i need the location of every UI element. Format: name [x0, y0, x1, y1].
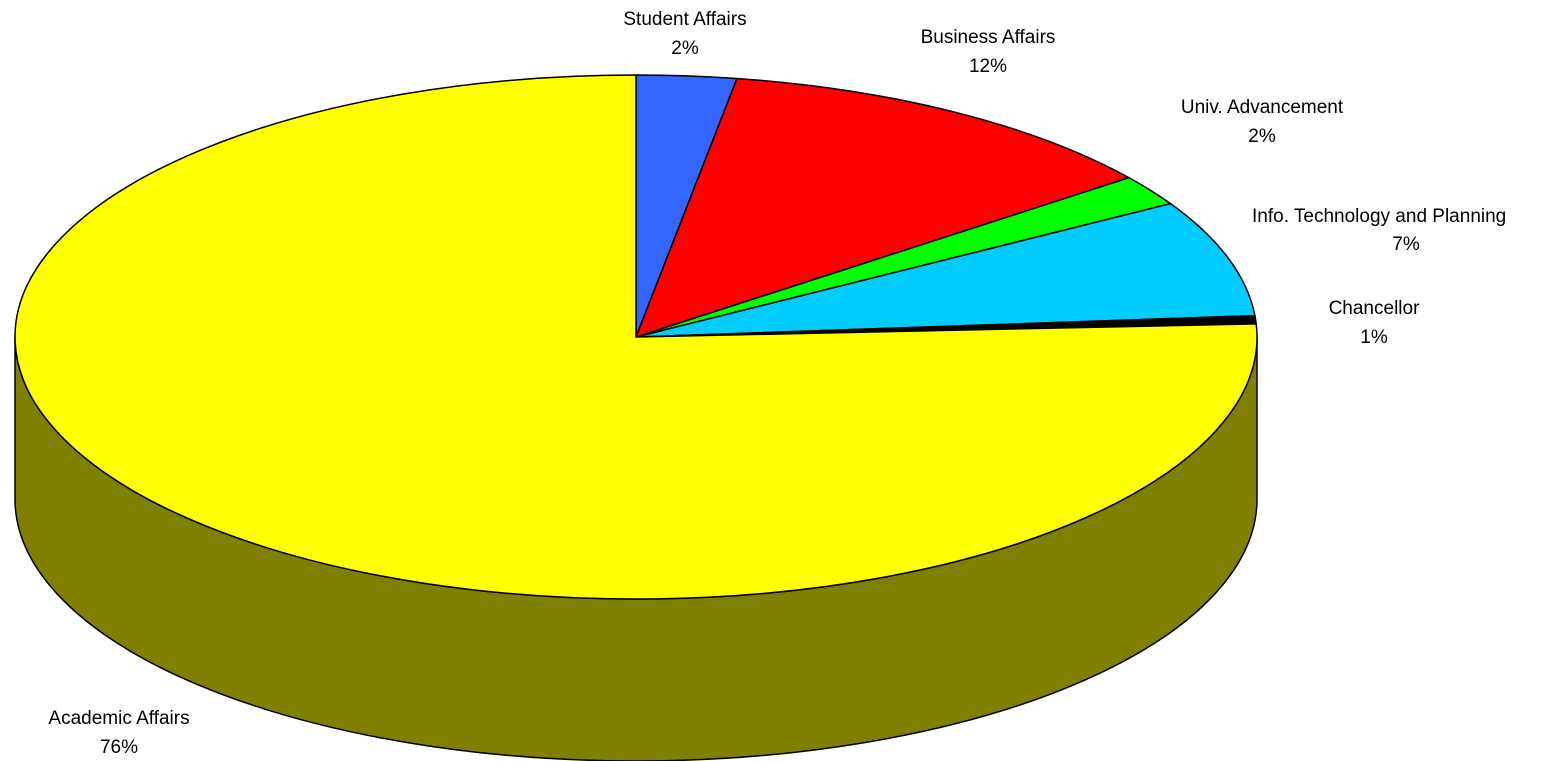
pie-slice-info-technology-and-planning: [635, 202, 1256, 338]
slice-label-business-affairs: Business Affairs 12%: [921, 27, 1056, 77]
slice-label-text: Info. Technology and Planning: [1252, 206, 1506, 227]
slice-value-label: 2%: [671, 38, 699, 59]
slice-value-label: 2%: [1248, 126, 1276, 147]
slice-value-label: 12%: [969, 56, 1007, 77]
slice-label-student-affairs: Student Affairs 2%: [623, 9, 746, 59]
slice-label-chancellor: Chancellor 1%: [1329, 298, 1420, 348]
pie-slice-academic-affairs: [14, 74, 1258, 600]
slice-label-text: Business Affairs: [921, 27, 1056, 48]
slice-value-label: 7%: [1392, 234, 1420, 255]
slice-value-label: 1%: [1360, 327, 1388, 348]
slice-label-text: Student Affairs: [623, 9, 746, 30]
slice-label-text: Academic Affairs: [48, 708, 189, 729]
slice-label-text: Univ. Advancement: [1181, 97, 1344, 118]
slice-label-text: Chancellor: [1329, 298, 1420, 319]
pie-slice-business-affairs: [635, 77, 1130, 338]
slice-label-academic-affairs: Academic Affairs 76%: [48, 708, 189, 758]
slice-value-label: 76%: [100, 737, 138, 758]
slice-label-univ-advancement: Univ. Advancement 2%: [1181, 97, 1344, 147]
pie-slices: [14, 74, 1258, 600]
slice-label-info-technology: Info. Technology and Planning 7%: [1252, 206, 1506, 255]
